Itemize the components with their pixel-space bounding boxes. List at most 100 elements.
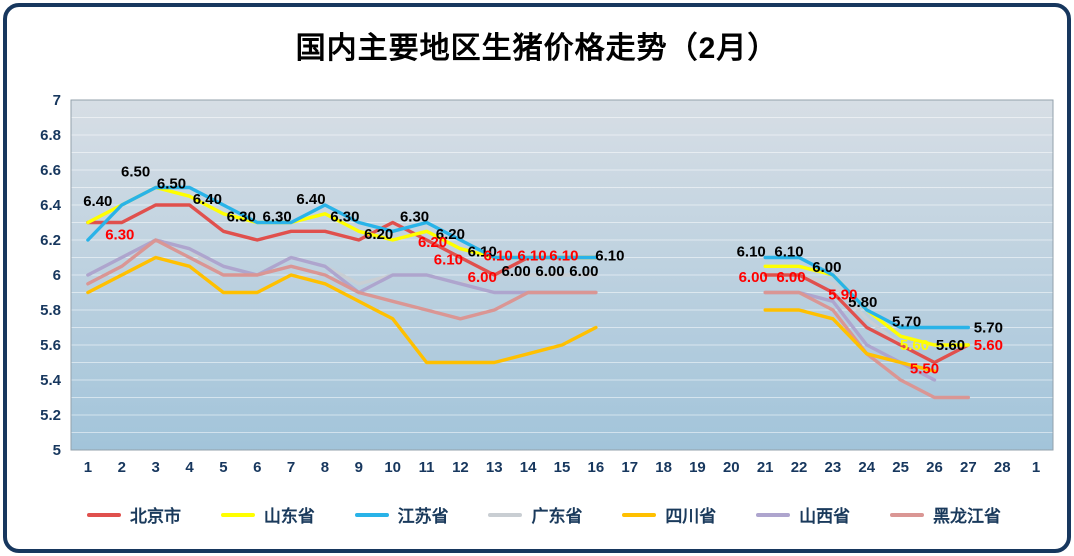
- legend-swatch-icon: [87, 512, 121, 517]
- point-label: 6.00: [535, 263, 564, 280]
- series-line-江苏省: [86, 185, 598, 260]
- legend-swatch-icon: [889, 512, 924, 517]
- legend-item-北京市: 北京市: [87, 502, 181, 527]
- x-axis-tick-label: 25: [892, 459, 909, 476]
- x-axis-tick-label: 24: [858, 459, 875, 476]
- point-label: 6.40: [193, 191, 222, 208]
- point-label: 5.60: [936, 337, 965, 354]
- point-label: 5.70: [892, 314, 921, 331]
- y-axis-tick-label: 6: [53, 267, 61, 284]
- chart-frame: 国内主要地区生猪价格走势（2月） 7 6.8 6.6 6.4 6.2 6 5.8 5.6 5.4…: [3, 3, 1071, 553]
- legend-swatch-icon: [220, 512, 255, 517]
- y-axis-tick-label: 6.8: [40, 127, 61, 144]
- x-axis-tick-label: 17: [621, 459, 638, 476]
- y-axis-tick-label: 6.6: [40, 162, 61, 179]
- point-label: 6.10: [549, 248, 578, 265]
- point-label: 5.60: [900, 337, 929, 354]
- x-axis-tick-label: 5: [219, 459, 227, 476]
- point-label: 6.00: [569, 263, 598, 280]
- x-axis-tick-label: 7: [287, 459, 295, 476]
- series-line-黑龙江省: [86, 238, 598, 321]
- x-axis-tick-label: 15: [554, 459, 571, 476]
- x-axis-tick-label: 12: [452, 459, 469, 476]
- point-label: 6.20: [364, 226, 393, 243]
- point-label: 6.50: [121, 164, 150, 181]
- x-axis-tick-label: 2: [118, 459, 126, 476]
- legend-item-山西省: 山西省: [756, 502, 850, 527]
- point-label: 6.00: [739, 269, 768, 286]
- y-axis-tick-label: 6.4: [40, 197, 62, 214]
- legend-label: 山西省: [799, 507, 851, 526]
- point-label: 6.10: [737, 244, 766, 261]
- x-axis-tick-label: 8: [321, 459, 329, 476]
- series-line-江苏省: [763, 255, 970, 330]
- point-label: 5.90: [828, 287, 857, 304]
- legend-label: 山东省: [263, 507, 315, 526]
- x-axis-tick-label: 3: [151, 459, 159, 476]
- series-line-四川省: [763, 308, 937, 373]
- x-axis-tick-label: 14: [520, 459, 537, 476]
- price-line-chart: 76.86.66.46.265.85.65.45.251 2 3 4 5 6 7 8 9 10 11…: [40, 92, 1054, 476]
- legend-swatch-icon: [488, 512, 523, 517]
- legend-swatch-icon: [756, 512, 791, 517]
- point-label: 5.80: [848, 294, 877, 311]
- x-axis-tick-label: 28: [994, 459, 1011, 476]
- x-axis-tick-label: 11: [419, 459, 435, 476]
- x-axis-tick-label: 23: [825, 459, 842, 476]
- legend-label: 四川省: [665, 507, 717, 526]
- y-axis-tick-label: 7: [53, 92, 61, 109]
- y-axis-tick-label: 5.6: [40, 337, 61, 354]
- legend-swatch-icon: [622, 512, 657, 517]
- point-label: 6.40: [83, 193, 112, 210]
- point-label: 6.00: [776, 269, 805, 286]
- legend-item-江苏省: 江苏省: [354, 502, 449, 527]
- legend-label: 黑龙江省: [932, 507, 1001, 526]
- point-label: 6.20: [418, 234, 447, 251]
- y-axis-tick-label: 5.2: [40, 407, 61, 424]
- legend-item-山东省: 山东省: [220, 502, 315, 527]
- x-axis-tick-label: 19: [689, 459, 706, 476]
- x-axis-tick-label: 16: [588, 459, 605, 476]
- legend-item-黑龙江省: 黑龙江省: [889, 502, 1001, 527]
- point-label: 6.10: [468, 244, 497, 261]
- series-line-山西省: [86, 238, 598, 295]
- point-label: 6.10: [484, 248, 513, 265]
- point-label: 6.30: [227, 209, 256, 226]
- point-label: 6.20: [436, 226, 465, 243]
- x-axis-tick-label: 21: [757, 459, 774, 476]
- series-line-四川省: [86, 255, 598, 365]
- point-label: 5.50: [910, 361, 939, 378]
- x-axis-tick-label: 13: [486, 459, 503, 476]
- legend: 北京市 山东省 江苏省 广东省 四川省 山西省 黑龙江省: [87, 502, 1001, 527]
- x-axis-tick-label: 1: [84, 459, 92, 476]
- x-axis-tick-label: 22: [791, 459, 808, 476]
- y-axis-tick-label: 6.2: [40, 232, 61, 249]
- legend-swatch-icon: [354, 512, 389, 517]
- x-axis-tick-label: 6: [253, 459, 261, 476]
- point-label: 5.70: [974, 320, 1003, 337]
- legend-label: 广东省: [531, 507, 583, 526]
- point-label: 5.60: [974, 337, 1003, 354]
- point-label: 6.10: [774, 244, 803, 261]
- x-axis-tick-label: 20: [723, 459, 740, 476]
- x-axis-tick-label: 27: [960, 459, 977, 476]
- point-label: 6.00: [468, 269, 497, 286]
- point-label: 6.30: [105, 227, 134, 244]
- y-axis-tick-label: 5.4: [40, 372, 62, 389]
- point-label: 6.00: [502, 263, 531, 280]
- x-axis-tick-label: 1: [1032, 459, 1040, 476]
- point-label: 6.30: [263, 209, 292, 226]
- point-label: 6.10: [595, 248, 624, 265]
- point-label: 6.50: [157, 176, 186, 193]
- y-axis-tick-label: 5.8: [40, 302, 61, 319]
- legend-label: 北京市: [130, 507, 181, 526]
- x-axis-tick-label: 10: [384, 459, 401, 476]
- x-axis-tick-label: 9: [355, 459, 363, 476]
- plot-border: [70, 99, 1054, 451]
- x-axis-tick-label: 26: [926, 459, 943, 476]
- point-label: 6.30: [330, 209, 359, 226]
- legend-item-四川省: 四川省: [622, 502, 716, 527]
- y-axis-tick-label: 5: [53, 442, 61, 459]
- legend-label: 江苏省: [397, 507, 449, 526]
- point-label: 6.00: [812, 259, 841, 276]
